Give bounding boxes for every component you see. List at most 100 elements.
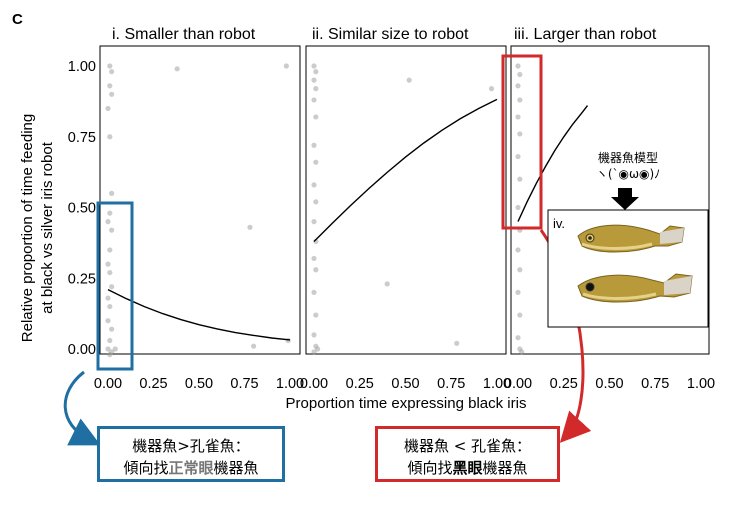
blue-arrow: [63, 370, 101, 446]
panel-2-data-point: [311, 182, 317, 188]
figure-letter: C: [12, 11, 23, 28]
panel-1-data-point: [107, 269, 113, 276]
panel-1-data-point: [107, 83, 113, 89]
right-annotation-post: 機器魚: [482, 459, 528, 477]
y-axis-label-line1: Relative proportion of time feeding: [19, 114, 36, 342]
y-tick-label: 0.25: [68, 271, 96, 287]
panel-iii-title: iii. Larger than robot: [514, 26, 657, 43]
panel-1-data-point: [105, 261, 111, 267]
left-annotation-pre: 傾向找: [123, 459, 169, 477]
panel-2-data-point: [454, 340, 460, 346]
panel-1-data-point: [251, 343, 257, 349]
panel-i-title: i. Smaller than robot: [112, 26, 256, 43]
panel-2-data-point: [311, 289, 317, 295]
y-tick-label: 0.75: [68, 130, 96, 146]
left-annotation-highlight: 正常眼: [168, 459, 214, 477]
blue-highlight-box: [96, 201, 134, 371]
panel-iii-frame: [510, 45, 710, 355]
x-axis-label: Proportion time expressing black iris: [286, 395, 527, 412]
panel-2-data-point: [384, 281, 390, 287]
fish-robot-icon: [577, 224, 685, 253]
panel-1-data-point: [107, 210, 113, 216]
panel-2-data-point: [313, 69, 319, 75]
panel-1-data-point: [105, 295, 111, 301]
panel-1-data-point: [174, 66, 180, 72]
panel-3-data-point: [515, 83, 521, 89]
panel-2-data-point: [311, 77, 317, 83]
y-axis-label-line2: at black vs silver iris robot: [39, 141, 56, 314]
panel-3-data-point: [519, 349, 525, 355]
panel-3-x-tick-label: 0.25: [550, 376, 578, 392]
panel-2-data-point: [311, 349, 317, 355]
panel-1-data-point: [107, 352, 113, 358]
panel-3-data-point: [517, 312, 523, 318]
panel-1-data-point: [105, 219, 111, 225]
y-tick-label: 1.00: [68, 59, 96, 75]
panel-2-x-tick-label: 0.25: [346, 376, 374, 392]
panel-1-data-point: [107, 247, 113, 253]
panel-1-x-tick-label: 0.25: [139, 376, 167, 392]
panel-2-x-tick-label: 0.50: [391, 376, 419, 392]
y-tick-label: 0.50: [68, 201, 96, 217]
panel-3-data-point: [515, 114, 521, 120]
panel-3-data-point: [515, 247, 521, 253]
panel-2-data-point: [315, 346, 321, 352]
down-arrow-icon: [611, 188, 639, 210]
panel-1-data-point: [105, 105, 111, 112]
panel-1-x-tick-label: 0.50: [185, 376, 213, 392]
panel-ii-title: ii. Similar size to robot: [312, 26, 469, 43]
panel-2-fit-curve: [313, 98, 498, 242]
panel-3-fit-curve: [517, 105, 589, 222]
panel-3-data-point: [515, 63, 521, 69]
inset-caption: 機器魚模型 ヽ(`◉ω◉)ﾉ: [568, 150, 688, 182]
right-annotation-highlight: 黑眼: [452, 459, 483, 477]
panel-3-data-point: [515, 204, 521, 211]
left-annotation-line2: 傾向找正常眼機器魚: [108, 457, 274, 479]
panel-3-data-point: [517, 267, 523, 273]
panel-2-data-point: [311, 219, 317, 225]
panel-3-data-point: [517, 131, 523, 137]
panel-3-data-point: [517, 97, 523, 103]
panel-3-x-tick-label: 0.00: [504, 376, 532, 392]
panel-1-data-point: [247, 224, 253, 230]
left-annotation-box: 機器魚>孔雀魚： 傾向找正常眼機器魚: [97, 426, 285, 482]
panel-2-data-point: [311, 255, 317, 262]
right-annotation-line1: 機器魚 < 孔雀魚：: [403, 437, 532, 455]
panel-3-x-tick-label: 0.75: [641, 376, 669, 392]
panel-3-data-point: [515, 153, 521, 160]
y-tick-label: 0.00: [68, 342, 96, 358]
panel-3-data-point: [517, 71, 523, 78]
panel-2-data-point: [313, 312, 319, 318]
inset-caption-line2: ヽ(`◉ω◉)ﾉ: [595, 167, 661, 181]
panel-1-fit-curve: [107, 288, 291, 341]
panel-2-data-point: [313, 267, 319, 273]
panel-1-data-point: [285, 337, 291, 344]
panel-2-data-point: [313, 199, 319, 205]
panel-1-data-point: [109, 190, 115, 196]
panel-1-x-tick-label: 1.00: [276, 376, 304, 392]
panel-1-x-tick-label: 0.75: [230, 376, 258, 392]
panel-i-frame: [99, 45, 301, 355]
inset-caption-line1: 機器魚模型: [597, 151, 658, 165]
panel-2-data-point: [313, 86, 319, 92]
inset-label: iv.: [553, 216, 565, 231]
panel-1-data-point: [112, 346, 118, 352]
right-annotation-line2: 傾向找黑眼機器魚: [386, 457, 549, 479]
red-highlight-box: [501, 54, 543, 230]
panel-1-data-point: [105, 346, 111, 352]
panel-3-data-point: [517, 176, 523, 182]
panel-2-data-point: [311, 142, 317, 148]
panel-1-data-point: [109, 69, 115, 75]
right-annotation-box: 機器魚 < 孔雀魚： 傾向找黑眼機器魚: [375, 426, 560, 482]
panel-2-data-point: [311, 97, 317, 103]
panel-1-data-point: [107, 303, 113, 310]
panel-2-x-tick-label: 0.75: [437, 376, 465, 392]
panel-3-data-point: [515, 335, 521, 341]
panel-1-data-point: [109, 326, 115, 332]
panel-ii-frame: [305, 45, 507, 355]
panel-2-data-point: [311, 63, 317, 69]
left-annotation-post: 機器魚: [213, 459, 259, 477]
panel-2-x-tick-label: 1.00: [483, 376, 511, 392]
panel-2-data-point: [311, 332, 317, 338]
